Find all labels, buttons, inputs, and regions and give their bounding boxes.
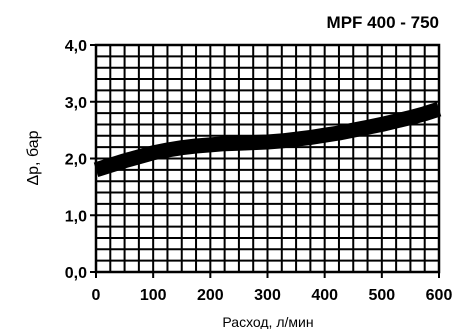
data-point bbox=[109, 164, 111, 166]
data-point bbox=[95, 169, 97, 171]
y-tick-labels: 0,0 1,0 2,0 3,0 4,0 bbox=[65, 38, 96, 282]
data-point bbox=[152, 152, 154, 154]
y-tick-label: 0,0 bbox=[65, 265, 87, 282]
x-tick-labels: 0 100 200 300 400 500 600 bbox=[92, 272, 453, 304]
x-tick-label: 500 bbox=[368, 287, 395, 304]
data-point bbox=[309, 137, 311, 139]
data-point bbox=[367, 126, 369, 128]
data-point bbox=[338, 132, 340, 134]
x-tick-label: 200 bbox=[197, 287, 224, 304]
data-point bbox=[424, 113, 426, 115]
data-point bbox=[438, 108, 440, 110]
data-point bbox=[381, 123, 383, 125]
data-point bbox=[267, 141, 268, 143]
y-axis-label: Δp, бар bbox=[25, 130, 42, 185]
series-group bbox=[93, 101, 442, 177]
data-point bbox=[238, 142, 240, 144]
y-tick-label: 3,0 bbox=[65, 95, 87, 112]
y-tick-label: 1,0 bbox=[65, 208, 87, 225]
data-point bbox=[224, 143, 226, 145]
data-point bbox=[195, 145, 197, 147]
data-point bbox=[295, 138, 297, 140]
y-tick-label: 2,0 bbox=[65, 152, 87, 169]
data-point bbox=[281, 140, 283, 142]
x-tick-label: 300 bbox=[254, 287, 281, 304]
data-point bbox=[166, 149, 168, 151]
x-tick-label: 600 bbox=[426, 287, 453, 304]
data-point bbox=[209, 144, 211, 146]
data-point bbox=[252, 142, 254, 144]
data-point bbox=[409, 117, 411, 119]
data-point bbox=[352, 129, 354, 131]
data-point bbox=[395, 120, 397, 122]
x-tick-label: 0 bbox=[92, 287, 101, 304]
data-point bbox=[124, 160, 126, 162]
data-point bbox=[181, 147, 183, 149]
data-point bbox=[138, 156, 140, 158]
y-tick-label: 4,0 bbox=[65, 38, 87, 55]
x-tick-label: 400 bbox=[311, 287, 338, 304]
chart-title: MPF 400 - 750 bbox=[327, 13, 439, 32]
x-tick-label: 100 bbox=[140, 287, 167, 304]
data-point bbox=[324, 134, 326, 136]
x-axis-label: Расход, л/мин bbox=[222, 314, 313, 329]
